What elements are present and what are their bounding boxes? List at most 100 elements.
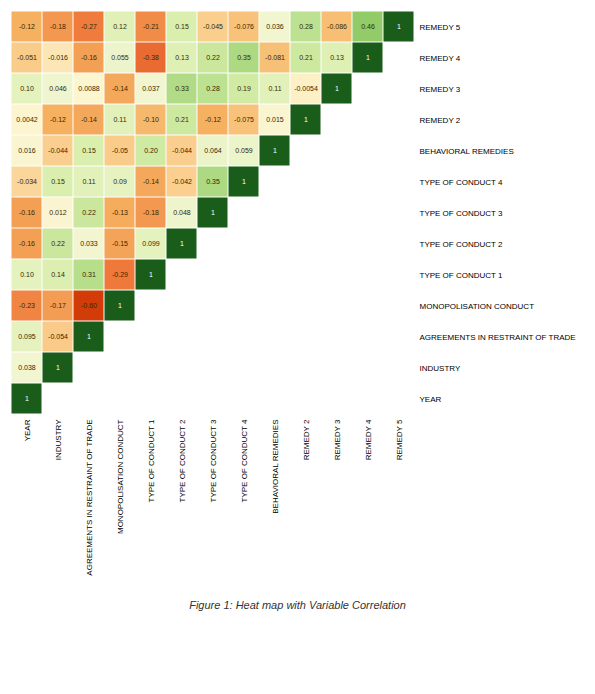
svg-text:0.037: 0.037 bbox=[142, 85, 160, 92]
svg-text:0.22: 0.22 bbox=[206, 54, 220, 61]
svg-text:TYPE OF CONDUCT 4: TYPE OF CONDUCT 4 bbox=[420, 178, 504, 187]
svg-text:-0.17: -0.17 bbox=[50, 302, 66, 309]
svg-text:MONOPOLISATION CONDUCT: MONOPOLISATION CONDUCT bbox=[116, 419, 125, 534]
svg-text:-0.12: -0.12 bbox=[50, 116, 66, 123]
svg-text:TYPE OF CONDUCT 1: TYPE OF CONDUCT 1 bbox=[420, 271, 504, 280]
svg-text:0.15: 0.15 bbox=[82, 147, 96, 154]
svg-text:0.0042: 0.0042 bbox=[16, 116, 38, 123]
svg-text:-0.18: -0.18 bbox=[143, 209, 159, 216]
svg-text:-0.044: -0.044 bbox=[172, 147, 192, 154]
svg-text:REMEDY 3: REMEDY 3 bbox=[333, 419, 342, 460]
svg-text:-0.23: -0.23 bbox=[19, 302, 35, 309]
svg-text:0.21: 0.21 bbox=[299, 54, 313, 61]
svg-text:-0.14: -0.14 bbox=[81, 116, 97, 123]
svg-text:TYPE OF CONDUCT 2: TYPE OF CONDUCT 2 bbox=[420, 240, 504, 249]
svg-text:-0.21: -0.21 bbox=[143, 23, 159, 30]
svg-text:0.099: 0.099 bbox=[142, 240, 160, 247]
svg-text:INDUSTRY: INDUSTRY bbox=[54, 419, 63, 460]
svg-text:TYPE OF CONDUCT 2: TYPE OF CONDUCT 2 bbox=[178, 419, 187, 503]
svg-text:REMEDY 2: REMEDY 2 bbox=[420, 116, 461, 125]
svg-text:0.28: 0.28 bbox=[299, 23, 313, 30]
svg-text:0.20: 0.20 bbox=[144, 147, 158, 154]
svg-text:0.0088: 0.0088 bbox=[78, 85, 100, 92]
svg-text:1: 1 bbox=[304, 116, 308, 123]
svg-text:-0.045: -0.045 bbox=[203, 23, 223, 30]
svg-text:-0.076: -0.076 bbox=[234, 23, 254, 30]
svg-text:0.11: 0.11 bbox=[113, 116, 126, 123]
svg-text:0.11: 0.11 bbox=[268, 85, 281, 92]
svg-text:0.016: 0.016 bbox=[18, 147, 36, 154]
svg-text:0.015: 0.015 bbox=[266, 116, 284, 123]
svg-text:1: 1 bbox=[149, 271, 153, 278]
svg-text:0.09: 0.09 bbox=[113, 178, 127, 185]
svg-text:0.059: 0.059 bbox=[235, 147, 253, 154]
svg-text:1: 1 bbox=[56, 364, 60, 371]
svg-text:0.13: 0.13 bbox=[330, 54, 344, 61]
svg-text:AGREEMENTS IN RESTRAINT OF TRA: AGREEMENTS IN RESTRAINT OF TRADE bbox=[85, 420, 94, 576]
svg-text:BEHAVIORAL REMEDIES: BEHAVIORAL REMEDIES bbox=[420, 147, 514, 156]
svg-text:-0.16: -0.16 bbox=[19, 209, 35, 216]
svg-text:-0.18: -0.18 bbox=[50, 23, 66, 30]
svg-text:0.11: 0.11 bbox=[82, 178, 95, 185]
svg-text:0.048: 0.048 bbox=[173, 209, 191, 216]
svg-text:-0.042: -0.042 bbox=[172, 178, 192, 185]
svg-text:1: 1 bbox=[397, 23, 401, 30]
svg-text:0.13: 0.13 bbox=[175, 54, 189, 61]
svg-text:-0.10: -0.10 bbox=[143, 116, 159, 123]
svg-text:0.033: 0.033 bbox=[80, 240, 98, 247]
svg-text:0.14: 0.14 bbox=[51, 271, 65, 278]
svg-text:-0.081: -0.081 bbox=[265, 54, 285, 61]
svg-text:0.012: 0.012 bbox=[49, 209, 67, 216]
svg-text:0.15: 0.15 bbox=[51, 178, 65, 185]
svg-text:-0.13: -0.13 bbox=[112, 209, 128, 216]
svg-text:1: 1 bbox=[242, 178, 246, 185]
svg-text:0.22: 0.22 bbox=[51, 240, 65, 247]
svg-text:-0.05: -0.05 bbox=[112, 147, 128, 154]
svg-text:1: 1 bbox=[366, 54, 370, 61]
svg-text:-0.16: -0.16 bbox=[81, 54, 97, 61]
svg-text:0.10: 0.10 bbox=[20, 85, 34, 92]
svg-text:0.036: 0.036 bbox=[266, 23, 284, 30]
svg-text:1: 1 bbox=[118, 302, 122, 309]
svg-text:-0.15: -0.15 bbox=[112, 240, 128, 247]
svg-text:0.046: 0.046 bbox=[49, 85, 67, 92]
svg-text:-0.0054: -0.0054 bbox=[294, 85, 318, 92]
svg-text:0.15: 0.15 bbox=[175, 23, 189, 30]
svg-text:0.038: 0.038 bbox=[18, 364, 36, 371]
svg-text:-0.051: -0.051 bbox=[17, 54, 37, 61]
svg-text:TYPE OF CONDUCT 4: TYPE OF CONDUCT 4 bbox=[240, 419, 249, 503]
svg-text:0.33: 0.33 bbox=[175, 85, 189, 92]
svg-text:1: 1 bbox=[87, 333, 91, 340]
svg-text:-0.044: -0.044 bbox=[48, 147, 68, 154]
svg-text:0.19: 0.19 bbox=[237, 85, 251, 92]
svg-text:1: 1 bbox=[273, 147, 277, 154]
svg-text:-0.14: -0.14 bbox=[143, 178, 159, 185]
svg-text:YEAR: YEAR bbox=[23, 419, 32, 441]
svg-text:-0.27: -0.27 bbox=[81, 23, 97, 30]
svg-text:-0.29: -0.29 bbox=[112, 271, 128, 278]
svg-text:REMEDY 5: REMEDY 5 bbox=[395, 419, 404, 460]
svg-text:1: 1 bbox=[25, 395, 29, 402]
svg-text:-0.054: -0.054 bbox=[48, 333, 68, 340]
svg-text:REMEDY 2: REMEDY 2 bbox=[302, 419, 311, 460]
svg-text:-0.38: -0.38 bbox=[143, 54, 159, 61]
svg-text:TYPE OF CONDUCT 1: TYPE OF CONDUCT 1 bbox=[147, 419, 156, 503]
svg-text:0.21: 0.21 bbox=[175, 116, 189, 123]
svg-text:0.095: 0.095 bbox=[18, 333, 36, 340]
svg-text:-0.016: -0.016 bbox=[48, 54, 68, 61]
svg-text:-0.086: -0.086 bbox=[327, 23, 347, 30]
svg-text:-0.075: -0.075 bbox=[234, 116, 254, 123]
svg-text:1: 1 bbox=[180, 240, 184, 247]
svg-text:REMEDY 5: REMEDY 5 bbox=[420, 23, 461, 32]
svg-text:0.22: 0.22 bbox=[82, 209, 96, 216]
svg-text:1: 1 bbox=[211, 209, 215, 216]
svg-text:INDUSTRY: INDUSTRY bbox=[420, 364, 461, 373]
svg-text:MONOPOLISATION CONDUCT: MONOPOLISATION CONDUCT bbox=[420, 302, 535, 311]
svg-text:-0.14: -0.14 bbox=[112, 85, 128, 92]
svg-text:REMEDY 4: REMEDY 4 bbox=[364, 419, 373, 460]
svg-text:-0.12: -0.12 bbox=[205, 116, 221, 123]
svg-text:0.46: 0.46 bbox=[361, 23, 375, 30]
svg-text:0.28: 0.28 bbox=[206, 85, 220, 92]
svg-text:1: 1 bbox=[335, 85, 339, 92]
svg-text:REMEDY 4: REMEDY 4 bbox=[420, 54, 461, 63]
